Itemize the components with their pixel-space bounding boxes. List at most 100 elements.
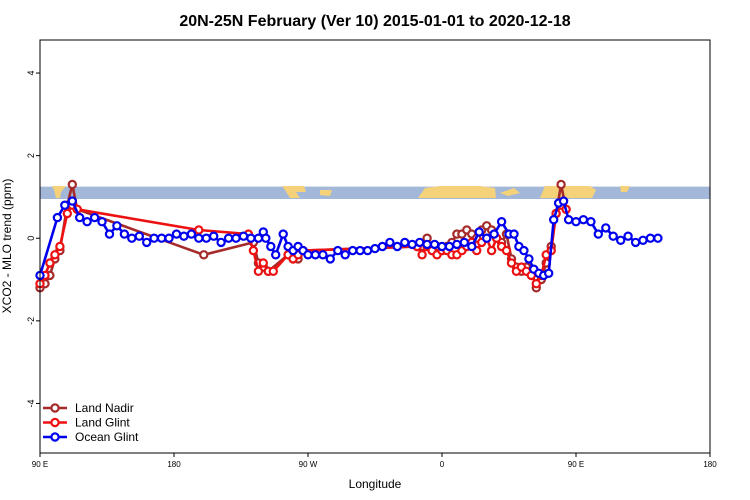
data-point bbox=[429, 239, 440, 250]
legend-item: Land Glint bbox=[43, 416, 130, 430]
data-point bbox=[586, 216, 596, 227]
data-point bbox=[179, 231, 189, 241]
data-point bbox=[524, 254, 534, 264]
data-point bbox=[50, 250, 60, 260]
legend-label: Land Nadir bbox=[75, 401, 134, 415]
data-point bbox=[571, 216, 581, 227]
data-point bbox=[216, 237, 226, 248]
data-point bbox=[268, 266, 278, 276]
x-tick-label: 180 bbox=[703, 460, 717, 469]
legend-label: Ocean Glint bbox=[75, 430, 139, 444]
land-ocean-band bbox=[40, 186, 710, 200]
land-patch bbox=[620, 186, 630, 192]
y-tick-label: 4 bbox=[26, 71, 36, 76]
series-land-glint bbox=[35, 200, 571, 289]
y-axis-label: XCO2 - MLO trend (ppm) bbox=[0, 179, 14, 314]
data-point bbox=[385, 237, 395, 248]
data-point bbox=[623, 231, 633, 241]
data-point bbox=[422, 239, 432, 250]
data-point bbox=[201, 233, 211, 243]
data-point bbox=[223, 233, 234, 243]
data-point bbox=[486, 245, 497, 256]
data-point bbox=[67, 196, 78, 206]
data-point bbox=[459, 237, 469, 248]
legend-marker bbox=[50, 417, 60, 428]
data-point bbox=[238, 231, 249, 241]
data-point bbox=[199, 250, 209, 260]
legend-item: Land Nadir bbox=[43, 401, 134, 415]
data-point bbox=[171, 229, 182, 239]
data-point bbox=[549, 214, 559, 225]
data-point bbox=[501, 245, 512, 256]
y-tick-label: 2 bbox=[26, 153, 36, 158]
data-point bbox=[474, 227, 484, 237]
data-point bbox=[303, 250, 313, 260]
y-tick-label: -4 bbox=[26, 399, 36, 407]
data-point bbox=[544, 268, 554, 278]
data-point bbox=[278, 229, 288, 239]
data-point bbox=[97, 216, 107, 227]
data-point bbox=[653, 233, 663, 243]
data-point bbox=[556, 179, 566, 190]
data-point bbox=[248, 245, 259, 256]
data-point bbox=[415, 237, 425, 248]
data-point bbox=[194, 225, 204, 235]
data-point bbox=[333, 245, 343, 256]
y-tick-label: -2 bbox=[26, 317, 36, 325]
data-point bbox=[104, 229, 115, 239]
land-patches bbox=[52, 186, 630, 198]
data-point bbox=[370, 243, 380, 254]
data-point bbox=[519, 245, 529, 256]
x-tick-label: 90 W bbox=[299, 460, 318, 469]
data-point bbox=[62, 208, 73, 219]
data-point bbox=[348, 245, 358, 256]
data-point bbox=[437, 241, 447, 252]
data-point bbox=[578, 214, 589, 225]
data-point bbox=[67, 179, 78, 190]
data-point bbox=[452, 239, 462, 250]
data-point bbox=[60, 200, 70, 210]
data-point bbox=[208, 231, 219, 241]
y-axis: -4 -2 0 2 4 bbox=[26, 71, 40, 407]
data-point bbox=[392, 241, 402, 252]
plot-frame bbox=[39, 39, 711, 454]
legend-item: Ocean Glint bbox=[43, 430, 139, 444]
land-patch bbox=[540, 186, 596, 198]
data-point bbox=[186, 229, 197, 239]
land-patch bbox=[418, 186, 496, 198]
data-point bbox=[509, 229, 519, 239]
data-point bbox=[45, 258, 55, 268]
land-patch bbox=[320, 190, 332, 196]
data-point bbox=[141, 237, 152, 248]
data-point bbox=[156, 233, 167, 243]
plot-layer bbox=[35, 179, 663, 293]
data-point bbox=[340, 250, 350, 260]
data-point bbox=[325, 254, 335, 264]
data-point bbox=[261, 233, 271, 243]
data-point bbox=[417, 250, 427, 260]
data-point bbox=[593, 229, 604, 239]
data-point bbox=[119, 229, 130, 239]
data-point bbox=[444, 241, 455, 252]
data-point bbox=[407, 239, 417, 250]
data-point bbox=[52, 212, 63, 223]
y-tick-label: 0 bbox=[26, 236, 36, 241]
series-ocean-glint bbox=[35, 196, 663, 281]
data-point bbox=[253, 266, 264, 276]
data-point bbox=[531, 279, 542, 289]
legend-marker bbox=[50, 403, 60, 413]
data-point bbox=[149, 233, 159, 243]
data-point bbox=[266, 241, 276, 252]
data-point bbox=[246, 233, 256, 243]
legend-marker bbox=[50, 432, 60, 442]
data-point bbox=[645, 233, 656, 243]
x-axis-label: Longitude bbox=[349, 477, 402, 491]
x-tick-label: 90 E bbox=[32, 460, 48, 469]
data-point bbox=[377, 241, 388, 252]
data-point bbox=[558, 196, 569, 206]
data-point bbox=[467, 241, 477, 252]
data-point bbox=[164, 233, 174, 243]
data-point bbox=[506, 258, 517, 268]
